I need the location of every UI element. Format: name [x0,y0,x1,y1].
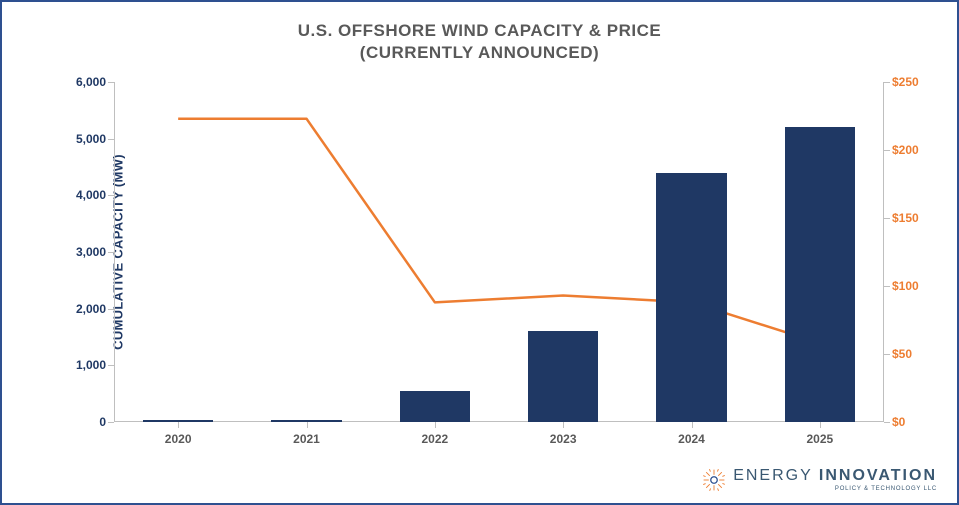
y-left-tick: 6,000 [76,75,106,89]
y-left-tick-mark [108,139,114,140]
y-left-tick: 0 [99,415,106,429]
y-left-tick-mark [108,82,114,83]
logo-word-2: INNOVATION [819,467,937,484]
title-line-2: (CURRENTLY ANNOUNCED) [360,43,599,62]
capacity-bar [528,331,599,422]
brand-logo: ENERGY INNOVATION POLICY & TECHNOLOGY LL… [701,467,937,493]
x-tick-mark [692,422,693,428]
y-left-tick-mark [108,365,114,366]
chart-frame: U.S. OFFSHORE WIND CAPACITY & PRICE (CUR… [0,0,959,505]
y-left-tick-mark [108,422,114,423]
logo-tagline: POLICY & TECHNOLOGY LLC [733,486,937,492]
x-tick-mark [307,422,308,428]
x-tick-label: 2022 [421,432,448,446]
y-right-tick-mark [884,286,890,287]
y-left-tick: 1,000 [76,358,106,372]
y-right-tick: $0 [892,415,905,429]
sunburst-icon [701,467,727,493]
y-right-tick: $50 [892,347,912,361]
x-tick-label: 2023 [550,432,577,446]
x-tick-label: 2021 [293,432,320,446]
y-left-tick-mark [108,195,114,196]
y-right-tick-mark [884,150,890,151]
title-line-1: U.S. OFFSHORE WIND CAPACITY & PRICE [298,21,662,40]
plot-area: 01,0002,0003,0004,0005,0006,000$0$50$100… [114,82,884,422]
y-right-tick-mark [884,218,890,219]
y-right-tick: $200 [892,143,919,157]
capacity-bar [271,420,342,422]
capacity-bar [785,127,856,422]
y-right-tick-mark [884,422,890,423]
price-line [114,82,884,422]
logo-main-text: ENERGY INNOVATION [733,468,937,484]
y-right-tick: $100 [892,279,919,293]
x-tick-label: 2020 [165,432,192,446]
y-left-tick-mark [108,252,114,253]
y-right-tick: $250 [892,75,919,89]
logo-word-1: ENERGY [733,467,812,484]
capacity-bar [143,420,214,422]
x-tick-mark [820,422,821,428]
y-right-tick: $150 [892,211,919,225]
x-tick-mark [563,422,564,428]
logo-text: ENERGY INNOVATION POLICY & TECHNOLOGY LL… [733,468,937,492]
capacity-bar [400,391,471,422]
capacity-bar [656,173,727,422]
chart-title: U.S. OFFSHORE WIND CAPACITY & PRICE (CUR… [2,20,957,64]
x-tick-mark [178,422,179,428]
y-right-tick-mark [884,354,890,355]
x-tick-mark [435,422,436,428]
y-left-tick: 3,000 [76,245,106,259]
x-tick-label: 2024 [678,432,705,446]
y-left-tick: 5,000 [76,132,106,146]
y-left-tick-mark [108,309,114,310]
y-left-tick: 2,000 [76,302,106,316]
y-left-tick: 4,000 [76,188,106,202]
y-right-tick-mark [884,82,890,83]
x-tick-label: 2025 [806,432,833,446]
